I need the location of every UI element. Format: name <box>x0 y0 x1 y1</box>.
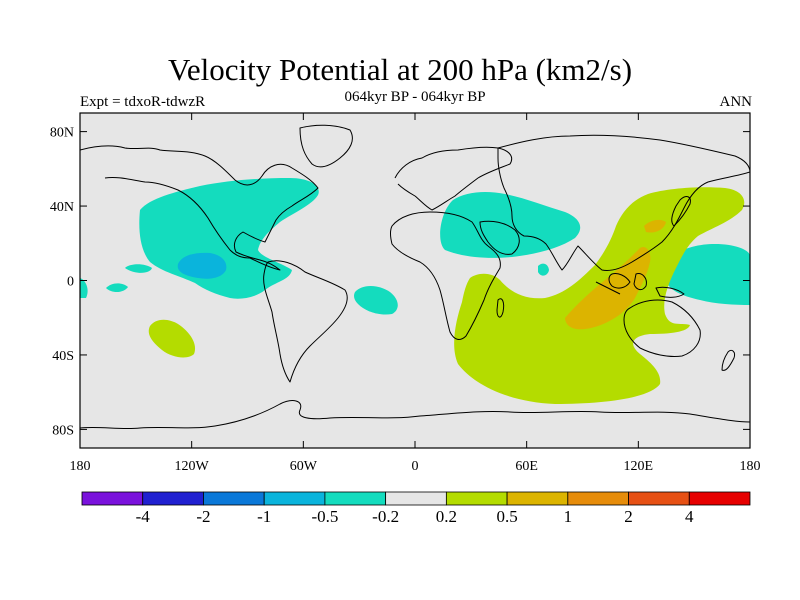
arabia-coastline <box>479 220 520 255</box>
colorbar-label: -4 <box>136 507 151 526</box>
colorbar-swatch <box>385 491 447 506</box>
lon-tick-label: 180 <box>70 459 91 474</box>
dateline-negative-edge-region <box>80 278 88 298</box>
lat-tick-label: 0 <box>67 275 74 290</box>
colorbar-label: 2 <box>624 507 633 526</box>
lat-tick-label: 80S <box>52 423 74 438</box>
colorbar-swatch <box>445 491 508 506</box>
experiment-label: Expt = tdxoR-tdwzR <box>80 94 206 110</box>
colorbar-label: -0.2 <box>372 507 399 526</box>
asia-coastline <box>497 134 750 271</box>
colorbar-swatch <box>203 491 265 506</box>
season-label: ANN <box>719 94 753 110</box>
lat-tick-label: 40S <box>52 349 74 364</box>
lon-tick-label: 0 <box>412 459 419 474</box>
colorbar-label: 0.2 <box>436 507 457 526</box>
lon-tick-label: 180 <box>740 459 761 474</box>
colorbar-label: 4 <box>685 507 694 526</box>
australia-coastline <box>623 299 701 357</box>
east-pacific-negative-core-region <box>177 252 227 279</box>
west-pacific-negative-region <box>664 244 750 305</box>
lat-tick-label: 40N <box>50 200 74 215</box>
madagascar-coastline <box>496 298 505 318</box>
lon-tick-label: 60E <box>515 459 538 474</box>
arabian-sea-negative-region <box>538 263 549 276</box>
south-america-coastline <box>263 260 348 383</box>
japan-coastline <box>671 196 691 227</box>
africa-coastline <box>390 211 501 340</box>
colorbar-swatch <box>688 491 751 506</box>
colorbar-label: -0.5 <box>311 507 338 526</box>
chart-title: Velocity Potential at 200 hPa (km2/s) <box>167 52 633 87</box>
colorbar-swatch <box>81 491 144 506</box>
colorbar-swatch <box>142 491 204 506</box>
south-atlantic-negative-region <box>354 286 398 315</box>
colorbar: -4 -2 -1 -0.5 -0.2 0.2 0.5 1 2 4 <box>81 491 751 526</box>
lon-tick-label: 120W <box>175 459 210 474</box>
latitude-axis: 80N 40N 0 40S 80S <box>50 126 750 438</box>
colorbar-swatch <box>628 491 690 506</box>
mid-pacific-small-negative-region <box>125 264 152 273</box>
colorbar-swatch <box>324 491 387 506</box>
colorbar-swatch <box>263 491 326 506</box>
lon-tick-label: 120E <box>624 459 654 474</box>
lon-tick-label: 60W <box>290 459 318 474</box>
coastlines <box>80 124 750 430</box>
tropical-pacific-west-negative-region <box>106 283 128 293</box>
greenland-coastline <box>299 124 353 168</box>
lat-tick-label: 80N <box>50 126 74 141</box>
colorbar-swatch <box>506 491 569 506</box>
south-pacific-positive-region <box>148 319 196 358</box>
middle-east-negative-region <box>440 192 581 258</box>
north-america-coastline <box>80 145 319 271</box>
new-zealand-coastline <box>721 349 735 371</box>
east-asia-positive-core-region <box>644 219 666 233</box>
colorbar-label: -1 <box>257 507 271 526</box>
colorbar-label: -2 <box>196 507 210 526</box>
antarctica-coastline <box>80 400 750 430</box>
chart-subtitle: 064kyr BP - 064kyr BP <box>344 89 486 105</box>
indonesia-coastline <box>595 273 685 298</box>
colorbar-swatch <box>567 491 629 506</box>
longitude-axis: 180 120W 60W 0 60E 120E 180 <box>70 113 761 474</box>
colorbar-label: 1 <box>564 507 573 526</box>
europe-coastline <box>394 146 513 211</box>
colorbar-label: 0.5 <box>496 507 517 526</box>
